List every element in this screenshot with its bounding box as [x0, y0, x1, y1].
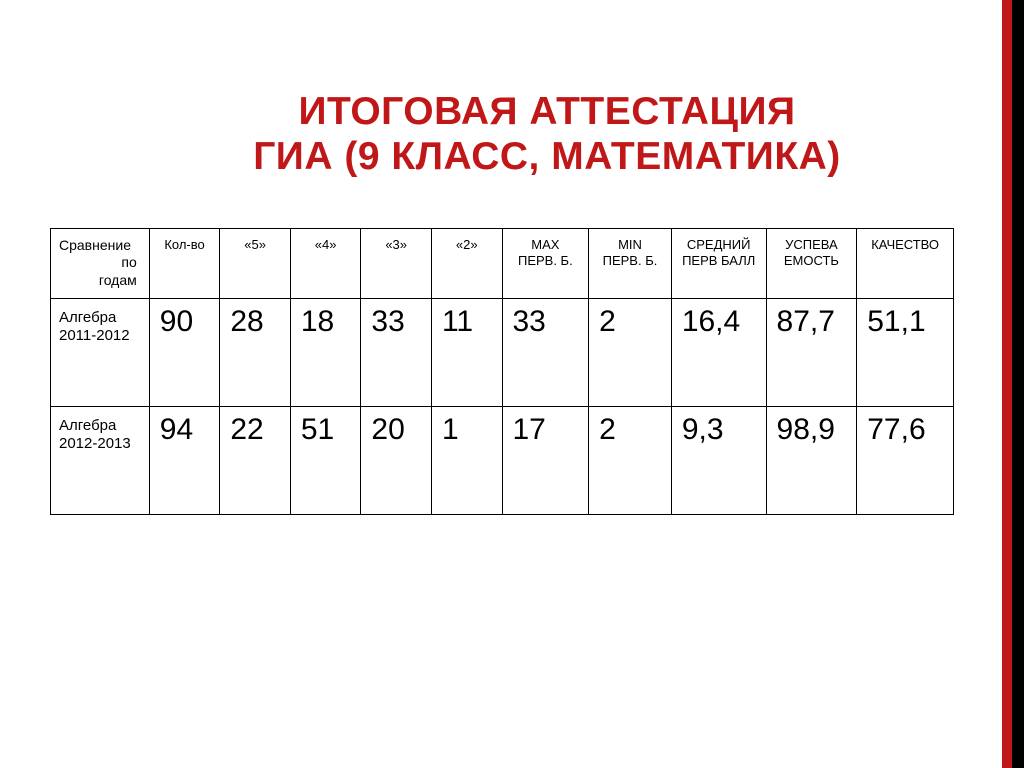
- cell-count: 90: [149, 298, 220, 406]
- accent-bar-red: [1002, 0, 1012, 768]
- row-label-l2: 2012-2013: [59, 435, 131, 452]
- row-label-l2: 2011-2012: [59, 327, 130, 344]
- col-header-quality: КАЧЕСТВО: [857, 228, 954, 298]
- accent-bar-black: [1012, 0, 1024, 768]
- results-table: Сравнение по годам Кол-во «5» «4» «3» «2…: [50, 228, 954, 515]
- page-title: ИТОГОВАЯ АТТЕСТАЦИЯ ГИА (9 КЛАСС, МАТЕМА…: [140, 90, 954, 180]
- col-header-min: MIN ПЕРВ. Б.: [589, 228, 672, 298]
- cell-count: 94: [149, 406, 220, 514]
- cell-min: 2: [589, 298, 672, 406]
- row-label: Алгебра 2011-2012: [51, 298, 150, 406]
- cell-g5: 22: [220, 406, 291, 514]
- col-header-grade5: «5»: [220, 228, 291, 298]
- cell-quality: 51,1: [857, 298, 954, 406]
- row-label-l1: Алгебра: [59, 417, 116, 434]
- title-line-1: ИТОГОВАЯ АТТЕСТАЦИЯ: [298, 90, 795, 133]
- table-row: Алгебра 2012-2013 94 22 51 20 1 17 2 9,3…: [51, 406, 954, 514]
- table-row: Алгебра 2011-2012 90 28 18 33 11 33 2 16…: [51, 298, 954, 406]
- col-header-compare-l2: по: [59, 254, 143, 272]
- title-line-2: ГИА (9 КЛАСС, МАТЕМАТИКА): [253, 135, 841, 178]
- cell-g3: 33: [361, 298, 432, 406]
- col-header-compare-l1: Сравнение: [59, 237, 131, 253]
- col-header-min-l1: MIN: [618, 237, 642, 252]
- cell-avg: 16,4: [671, 298, 766, 406]
- cell-pass: 98,9: [766, 406, 857, 514]
- col-header-pass: УСПЕВА ЕМОСТЬ: [766, 228, 857, 298]
- col-header-max: MAX ПЕРВ. Б.: [502, 228, 589, 298]
- col-header-count: Кол-во: [149, 228, 220, 298]
- col-header-pass-l2: ЕМОСТЬ: [784, 253, 839, 268]
- col-header-grade2: «2»: [431, 228, 502, 298]
- col-header-min-l2: ПЕРВ. Б.: [603, 253, 658, 268]
- cell-max: 17: [502, 406, 589, 514]
- row-label: Алгебра 2012-2013: [51, 406, 150, 514]
- col-header-pass-l1: УСПЕВА: [785, 237, 838, 252]
- cell-g4: 51: [290, 406, 361, 514]
- cell-g2: 11: [431, 298, 502, 406]
- col-header-max-l1: MAX: [531, 237, 559, 252]
- col-header-max-l2: ПЕРВ. Б.: [518, 253, 573, 268]
- col-header-avg-l2: ПЕРВ БАЛЛ: [682, 253, 755, 268]
- col-header-grade3: «3»: [361, 228, 432, 298]
- cell-g3: 20: [361, 406, 432, 514]
- cell-g5: 28: [220, 298, 291, 406]
- cell-max: 33: [502, 298, 589, 406]
- col-header-compare: Сравнение по годам: [51, 228, 150, 298]
- col-header-compare-l3: годам: [59, 272, 143, 290]
- cell-g2: 1: [431, 406, 502, 514]
- row-label-l1: Алгебра: [59, 309, 116, 326]
- table-header-row: Сравнение по годам Кол-во «5» «4» «3» «2…: [51, 228, 954, 298]
- cell-g4: 18: [290, 298, 361, 406]
- slide-content: ИТОГОВАЯ АТТЕСТАЦИЯ ГИА (9 КЛАСС, МАТЕМА…: [0, 0, 1024, 555]
- col-header-avg-l1: СРЕДНИЙ: [687, 237, 751, 252]
- col-header-avg: СРЕДНИЙ ПЕРВ БАЛЛ: [671, 228, 766, 298]
- cell-min: 2: [589, 406, 672, 514]
- cell-avg: 9,3: [671, 406, 766, 514]
- cell-quality: 77,6: [857, 406, 954, 514]
- cell-pass: 87,7: [766, 298, 857, 406]
- col-header-grade4: «4»: [290, 228, 361, 298]
